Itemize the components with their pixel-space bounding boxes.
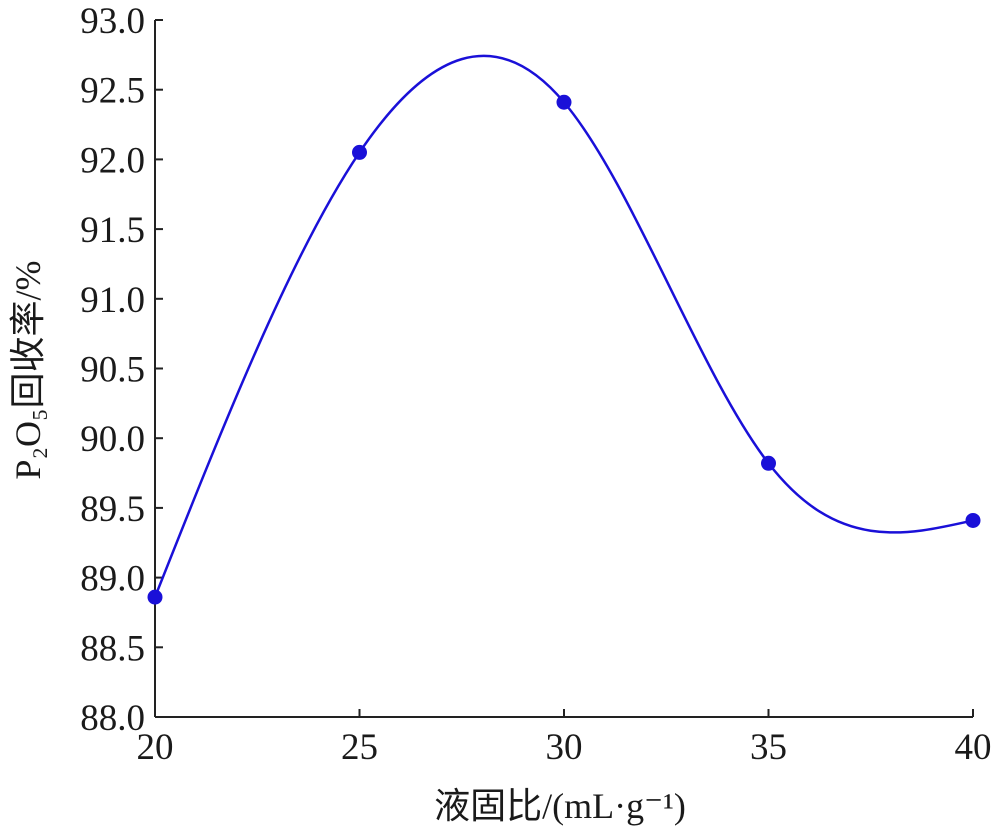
point (147, 589, 163, 605)
x-tick-label: 40 (955, 727, 992, 768)
x-tick-label: 20 (137, 727, 174, 768)
point (352, 144, 367, 160)
y-tick-label: 88.0 (80, 698, 145, 739)
y-tick-label: 89.0 (80, 559, 145, 600)
y-tick-label: 92.5 (80, 71, 145, 112)
x-tick-label: 30 (546, 727, 583, 768)
point (761, 455, 776, 471)
point (556, 94, 572, 110)
y-tick-label: 90.0 (80, 419, 145, 460)
x-tick-label: 35 (750, 727, 787, 768)
y-tick-label: 88.5 (80, 628, 145, 669)
x-tick-label: 25 (341, 727, 378, 768)
y-tick-label: 93.0 (80, 1, 145, 42)
y-tick-label: 91.0 (80, 280, 145, 321)
y-tick-label: 90.5 (80, 350, 145, 391)
y-axis-label: P₂O₅回收率/% (8, 260, 48, 479)
y-tick-label: 89.5 (80, 489, 145, 530)
point (965, 512, 981, 528)
x-axis-label: 液固比/(mL·g⁻¹) (434, 786, 686, 826)
line (153, 54, 974, 598)
y-tick-label: 92.0 (80, 140, 145, 181)
y-tick-label: 91.5 (80, 210, 145, 251)
